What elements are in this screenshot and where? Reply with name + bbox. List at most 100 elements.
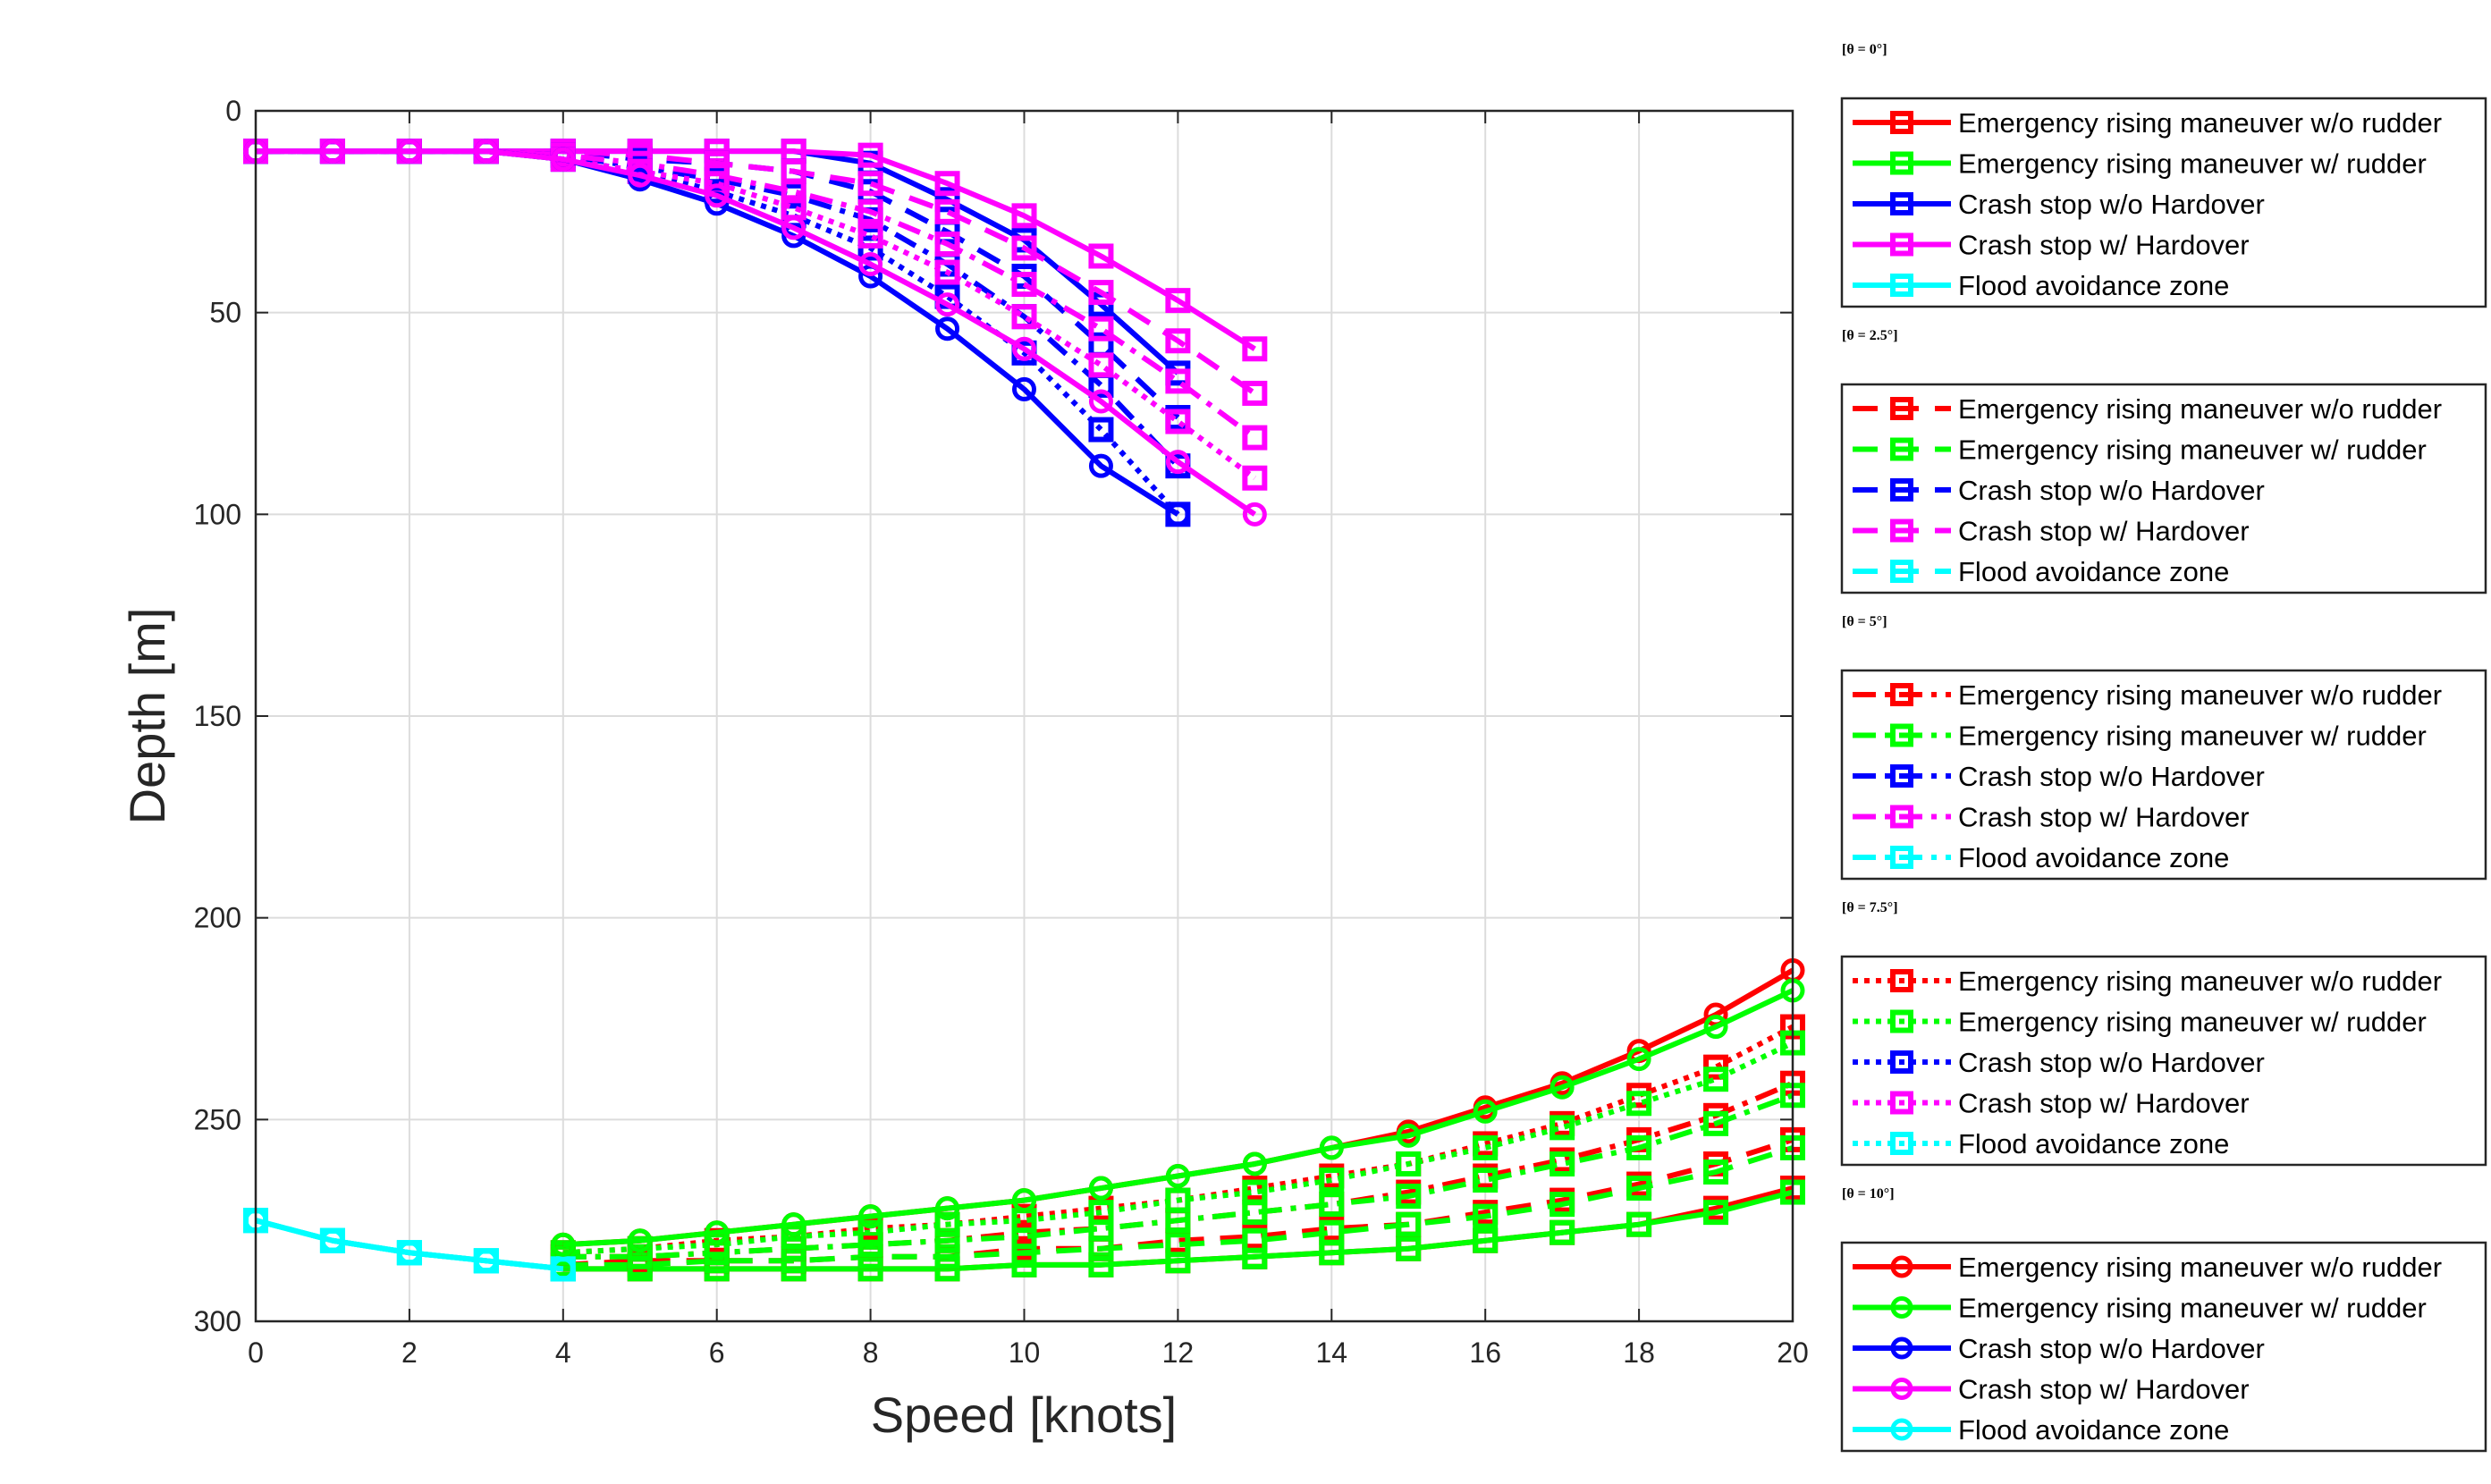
data-point-crash-stop-w-o-hardover xyxy=(935,316,960,341)
y-tick-label: 100 xyxy=(194,498,241,530)
legend-item: Crash stop w/o Hardover xyxy=(1853,761,2265,792)
legend-marker xyxy=(1890,1418,1913,1441)
data-point-emergency-rising-maneuver-w-rudder xyxy=(1626,1091,1652,1117)
legend-marker xyxy=(1890,274,1913,297)
data-point-crash-stop-w-hardover xyxy=(1088,243,1114,269)
data-point-emergency-rising-maneuver-w-rudder xyxy=(1012,1188,1036,1213)
data-point-crash-stop-w-hardover xyxy=(1242,425,1268,451)
legend-item: Flood avoidance zone xyxy=(1853,1128,2229,1159)
legend-marker xyxy=(1890,846,1913,869)
series-line-emergency-rising-maneuver-w-o-rudder xyxy=(562,1137,1794,1268)
data-point-crash-stop-w-hardover xyxy=(1165,328,1191,354)
data-point-emergency-rising-maneuver-w-rudder xyxy=(1088,1200,1114,1226)
legend-marker xyxy=(1890,560,1913,583)
x-tick-label: 10 xyxy=(1009,1336,1041,1369)
x-tick-label: 16 xyxy=(1469,1336,1501,1369)
data-point-emergency-rising-maneuver-w-rudder xyxy=(1396,1235,1422,1261)
legend-marker xyxy=(1890,1009,1913,1033)
data-point-crash-stop-w-hardover xyxy=(705,183,730,208)
y-tick-label: 50 xyxy=(209,297,241,329)
legend-item: Crash stop w/o Hardover xyxy=(1853,1333,2265,1364)
legend-marker xyxy=(1890,1296,1913,1319)
data-point-emergency-rising-maneuver-w-rudder xyxy=(934,1244,960,1269)
x-tick-label: 6 xyxy=(709,1336,725,1369)
x-tick-label: 2 xyxy=(401,1336,418,1369)
legend-item: Flood avoidance zone xyxy=(1853,556,2229,587)
data-point-crash-stop-w-hardover xyxy=(1012,336,1036,361)
legend-item: Crash stop w/ Hardover xyxy=(1853,1374,2250,1405)
legend-marker xyxy=(1890,111,1913,134)
legend-item: Crash stop w/ Hardover xyxy=(1853,230,2250,261)
data-point-emergency-rising-maneuver-w-rudder xyxy=(1626,1047,1651,1072)
legend-label: Flood avoidance zone xyxy=(1958,842,2229,873)
data-point-emergency-rising-maneuver-w-rudder xyxy=(1396,1151,1422,1176)
legend-label: Crash stop w/o Hardover xyxy=(1958,475,2265,506)
legend-title: [θ = 7.5°] xyxy=(1842,900,1898,915)
data-point-emergency-rising-maneuver-w-rudder xyxy=(857,1219,883,1245)
legend-label: Emergency rising maneuver w/ rudder xyxy=(1958,1293,2427,1324)
data-point-crash-stop-w-hardover xyxy=(857,142,883,168)
data-point-crash-stop-w-hardover xyxy=(1165,368,1191,394)
legend-item: Crash stop w/o Hardover xyxy=(1853,1047,2265,1078)
y-tick-label: 300 xyxy=(194,1305,241,1337)
data-point-emergency-rising-maneuver-w-rudder xyxy=(1319,1219,1345,1245)
data-point-crash-stop-w-hardover xyxy=(1011,272,1037,298)
legend-marker xyxy=(1890,478,1913,502)
data-point-emergency-rising-maneuver-w-rudder xyxy=(1703,1110,1729,1136)
data-point-emergency-rising-maneuver-w-rudder xyxy=(1549,1075,1575,1100)
legend-marker xyxy=(1890,1336,1913,1360)
data-point-crash-stop-w-hardover xyxy=(1242,380,1268,406)
series-line-crash-stop-w-hardover xyxy=(256,148,1257,517)
legend-marker xyxy=(1890,805,1913,829)
x-tick-label: 14 xyxy=(1316,1336,1348,1369)
data-point-emergency-rising-maneuver-w-rudder xyxy=(551,1232,576,1257)
legend-item: Flood avoidance zone xyxy=(1853,1414,2229,1446)
data-point-crash-stop-w-hardover xyxy=(1088,316,1114,341)
legend-label: Crash stop w/o Hardover xyxy=(1958,761,2265,792)
series-group-theta-4 xyxy=(243,139,1805,1281)
data-point-crash-stop-w-hardover xyxy=(1165,288,1191,314)
data-point-emergency-rising-maneuver-w-rudder xyxy=(1473,1099,1498,1124)
data-point-emergency-rising-maneuver-w-rudder xyxy=(1626,1176,1652,1202)
data-point-emergency-rising-maneuver-w-rudder xyxy=(1088,1252,1114,1277)
data-point-crash-stop-w-hardover xyxy=(1088,280,1114,306)
y-tick-label: 200 xyxy=(194,902,241,934)
legend-label: Crash stop w/o Hardover xyxy=(1958,189,2265,220)
data-point-emergency-rising-maneuver-w-rudder xyxy=(1703,1200,1729,1226)
legend-marker xyxy=(1890,723,1913,747)
x-tick-label: 0 xyxy=(248,1336,264,1369)
data-point-emergency-rising-maneuver-w-rudder xyxy=(1626,1134,1652,1160)
x-tick-label: 8 xyxy=(863,1336,879,1369)
legend-item: Crash stop w/o Hardover xyxy=(1853,189,2265,220)
legend-label: Emergency rising maneuver w/o rudder xyxy=(1958,679,2442,711)
data-point-emergency-rising-maneuver-w-rudder xyxy=(1473,1227,1499,1253)
legend-label: Crash stop w/ Hardover xyxy=(1958,1088,2250,1119)
data-point-emergency-rising-maneuver-w-rudder xyxy=(1549,1192,1575,1218)
legend-item: Crash stop w/ Hardover xyxy=(1853,516,2250,547)
legend-marker xyxy=(1890,1378,1913,1400)
legend-label: Emergency rising maneuver w/ rudder xyxy=(1958,148,2427,180)
data-point-emergency-rising-maneuver-w-rudder xyxy=(1165,1187,1191,1213)
data-point-crash-stop-w-hardover xyxy=(551,147,576,172)
y-tick-label: 150 xyxy=(194,700,241,732)
data-point-emergency-rising-maneuver-w-rudder xyxy=(1319,1192,1345,1218)
data-point-crash-stop-w-hardover xyxy=(1011,235,1037,261)
data-point-crash-stop-w-hardover xyxy=(857,171,883,197)
data-point-crash-stop-w-hardover xyxy=(935,292,960,317)
data-point-crash-stop-w-hardover xyxy=(781,179,806,205)
data-point-emergency-rising-maneuver-w-rudder xyxy=(935,1196,960,1221)
legend-marker xyxy=(1890,1255,1913,1278)
series-line-emergency-rising-maneuver-w-rudder xyxy=(562,1040,1794,1256)
x-axis-label: Speed [knots] xyxy=(871,1387,1177,1443)
legend-item: Emergency rising maneuver w/o rudder xyxy=(1853,965,2442,997)
data-point-emergency-rising-maneuver-w-rudder xyxy=(1319,1135,1344,1160)
data-point-flood-avoidance-zone xyxy=(551,1256,576,1281)
legend-item: Emergency rising maneuver w/ rudder xyxy=(1853,434,2427,466)
data-point-crash-stop-w-hardover xyxy=(934,231,960,257)
legend-item: Crash stop w/ Hardover xyxy=(1853,802,2250,833)
data-point-emergency-rising-maneuver-w-rudder xyxy=(1703,1067,1729,1092)
legend-label: Crash stop w/ Hardover xyxy=(1958,230,2250,261)
data-point-crash-stop-w-hardover xyxy=(934,259,960,285)
